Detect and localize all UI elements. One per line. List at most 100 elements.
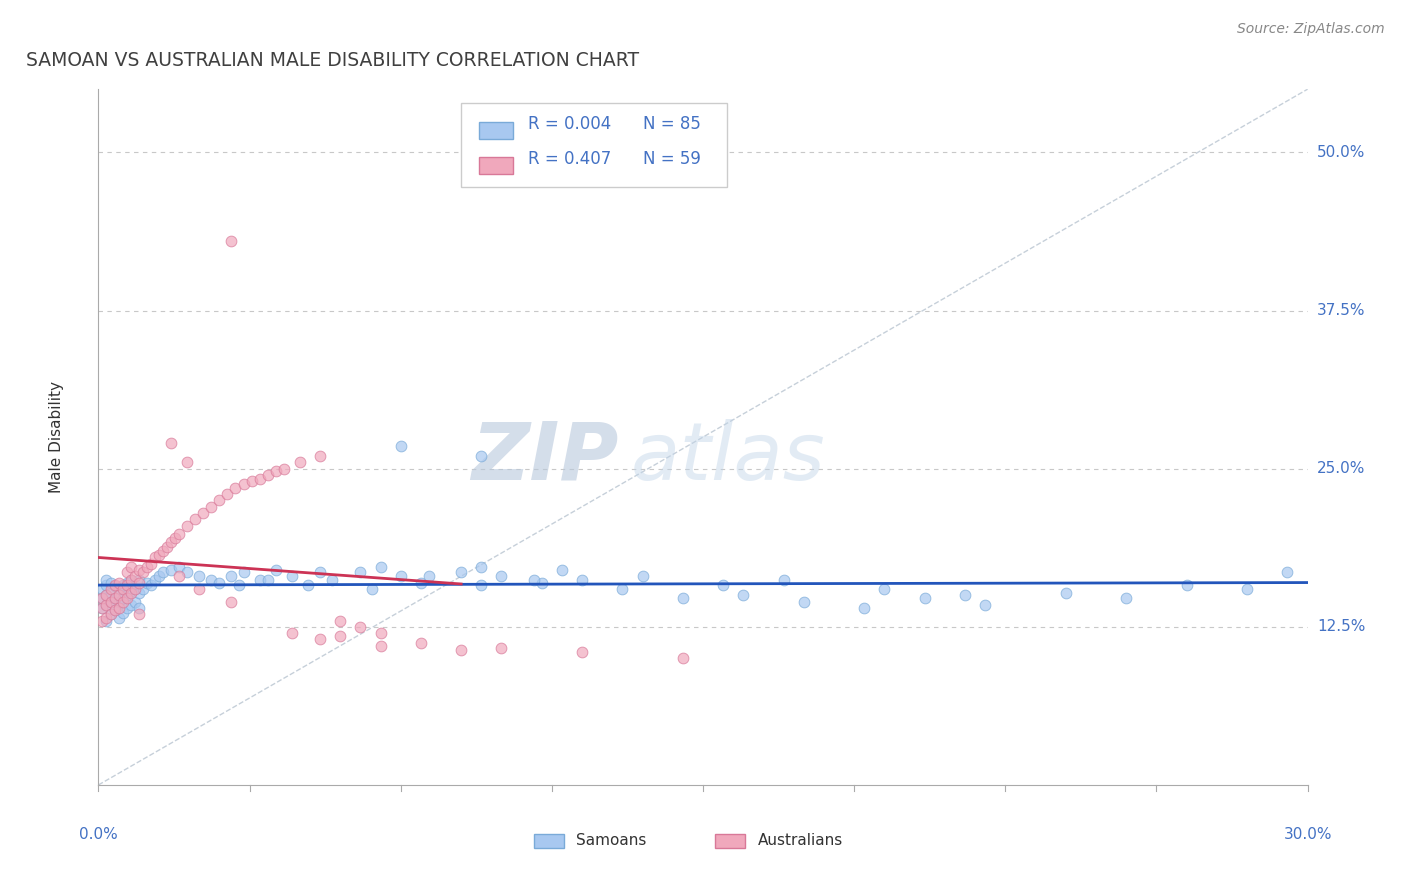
Point <box>551 563 574 577</box>
Point <box>256 573 278 587</box>
Point <box>224 481 246 495</box>
Point <box>281 569 304 583</box>
Point <box>309 566 332 580</box>
Point <box>281 626 304 640</box>
Point <box>450 642 472 657</box>
Point <box>124 594 146 608</box>
Point <box>228 578 250 592</box>
Point <box>111 606 134 620</box>
Point <box>120 560 142 574</box>
Point <box>1054 585 1077 599</box>
Point <box>193 506 215 520</box>
Point <box>100 607 122 622</box>
Point <box>200 573 222 587</box>
Point <box>100 594 122 608</box>
Point <box>128 607 150 622</box>
Point <box>128 585 150 599</box>
Point <box>115 566 138 580</box>
Point <box>115 578 138 592</box>
Point <box>107 611 129 625</box>
Point <box>152 544 174 558</box>
Text: atlas: atlas <box>630 419 825 497</box>
Point <box>167 560 190 574</box>
Point <box>361 582 384 596</box>
Point <box>103 591 125 605</box>
Point <box>256 468 278 483</box>
Point <box>672 651 695 665</box>
Point <box>208 575 231 590</box>
Point <box>571 645 593 659</box>
Point <box>132 566 155 580</box>
Text: R = 0.407: R = 0.407 <box>527 150 612 168</box>
Point <box>167 569 190 583</box>
Point <box>100 607 122 622</box>
Point <box>128 575 150 590</box>
Point <box>309 449 332 463</box>
Point <box>217 487 239 501</box>
Point <box>111 594 134 608</box>
Text: Source: ZipAtlas.com: Source: ZipAtlas.com <box>1237 22 1385 37</box>
Point <box>124 569 146 583</box>
Point <box>571 573 593 587</box>
Point <box>96 578 118 592</box>
Point <box>1236 582 1258 596</box>
Point <box>167 527 190 541</box>
Text: R = 0.004: R = 0.004 <box>527 115 612 133</box>
Point <box>389 569 412 583</box>
Point <box>200 500 222 514</box>
Point <box>240 475 263 489</box>
Point <box>103 603 125 617</box>
Point <box>91 591 114 605</box>
Point <box>321 573 343 587</box>
Point <box>772 573 794 587</box>
Point <box>329 614 352 628</box>
Text: 50.0%: 50.0% <box>1317 145 1365 160</box>
Point <box>176 455 198 469</box>
Point <box>1115 591 1137 605</box>
Point <box>124 582 146 596</box>
Point <box>96 599 118 613</box>
Point <box>120 599 142 613</box>
Point <box>249 472 271 486</box>
Point <box>100 585 122 599</box>
Point <box>288 455 311 469</box>
Point <box>953 588 976 602</box>
Point <box>188 569 211 583</box>
Point <box>491 641 513 656</box>
Point <box>329 629 352 643</box>
Point <box>135 560 157 574</box>
Text: SAMOAN VS AUSTRALIAN MALE DISABILITY CORRELATION CHART: SAMOAN VS AUSTRALIAN MALE DISABILITY COR… <box>25 51 638 70</box>
Point <box>208 493 231 508</box>
Point <box>96 588 118 602</box>
Point <box>370 639 392 653</box>
Point <box>370 560 392 574</box>
Point <box>107 575 129 590</box>
Point <box>873 582 896 596</box>
Point <box>221 569 243 583</box>
Point <box>523 573 546 587</box>
Point <box>115 575 138 590</box>
Point <box>264 464 287 478</box>
Point <box>491 569 513 583</box>
Text: Australians: Australians <box>758 833 842 848</box>
Point <box>160 563 183 577</box>
Point <box>793 594 815 608</box>
Point <box>974 599 997 613</box>
Point <box>148 548 170 562</box>
Point <box>176 566 198 580</box>
Point <box>672 591 695 605</box>
Point <box>349 620 371 634</box>
Text: 30.0%: 30.0% <box>1284 827 1331 842</box>
Point <box>120 584 142 599</box>
Point <box>389 439 412 453</box>
Point <box>143 573 166 587</box>
Point <box>370 626 392 640</box>
Point <box>450 566 472 580</box>
Point <box>160 535 183 549</box>
Text: 12.5%: 12.5% <box>1317 619 1365 634</box>
Point <box>221 594 243 608</box>
Point <box>733 588 755 602</box>
Point <box>100 594 122 608</box>
FancyBboxPatch shape <box>479 157 513 174</box>
Point <box>349 566 371 580</box>
